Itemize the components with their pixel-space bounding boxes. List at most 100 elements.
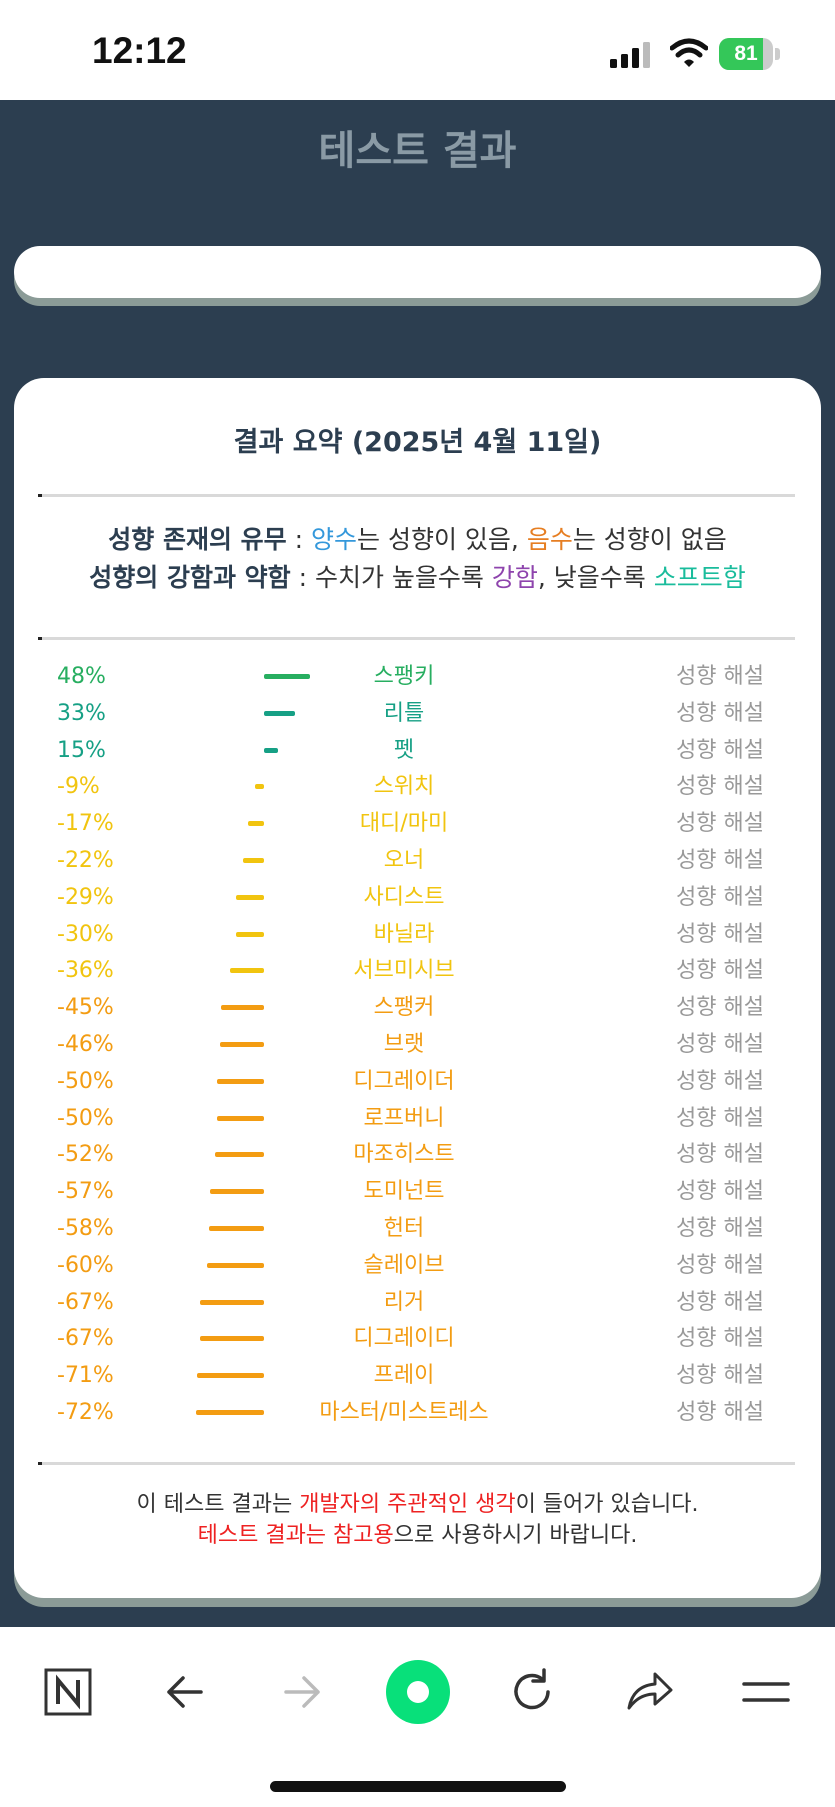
trait-name[interactable]: 사디스트: [363, 884, 445, 910]
percentage-bar: [221, 1005, 264, 1011]
trait-explanation-link[interactable]: 성향 해설: [676, 1400, 764, 1425]
result-row: -72% 마스터/미스트레스 성향 해설: [14, 1394, 821, 1431]
trait-name[interactable]: 슬레이브: [363, 1252, 445, 1278]
percentage-bar: [207, 1262, 264, 1268]
trait-name[interactable]: 브랫: [383, 1032, 425, 1057]
refresh-icon[interactable]: [502, 1662, 562, 1722]
back-arrow-icon[interactable]: [155, 1662, 215, 1722]
trait-explanation-link[interactable]: 성향 해설: [676, 1326, 764, 1352]
percentage-bar: [196, 1373, 264, 1379]
trait-name[interactable]: 서브미시브: [353, 958, 455, 984]
percentage: -45%: [57, 995, 114, 1021]
trait-name[interactable]: 대디/마미: [359, 811, 449, 837]
percentage: -57%: [57, 1179, 114, 1205]
divider: [38, 494, 795, 497]
percentage-bar: [243, 858, 264, 863]
trait-name[interactable]: 리틀: [383, 700, 425, 726]
trait-name[interactable]: 리거: [383, 1289, 425, 1315]
result-row: -30% 바닐라 성향 해설: [14, 916, 821, 953]
trait-explanation-link[interactable]: 성향 해설: [676, 664, 764, 689]
trait-explanation-link[interactable]: 성향 해설: [676, 811, 764, 837]
cellular-signal-icon: [610, 42, 650, 68]
trait-explanation-link[interactable]: 성향 해설: [676, 1179, 764, 1205]
trait-explanation-link[interactable]: 성향 해설: [676, 1252, 764, 1278]
percentage-bar: [209, 1189, 264, 1195]
divider: [38, 1462, 795, 1465]
clock: 12:12: [92, 30, 187, 71]
trait-explanation-link[interactable]: 성향 해설: [676, 1363, 764, 1389]
page-title: 테스트 결과: [318, 128, 517, 174]
trait-name[interactable]: 오너: [383, 848, 425, 873]
trait-explanation-link[interactable]: 성향 해설: [676, 921, 764, 947]
percentage: -36%: [57, 958, 114, 984]
percentage-bar: [264, 710, 296, 716]
trait-name[interactable]: 스팽키: [373, 664, 435, 689]
legend-line-2: 성향의 강함과 약함 : 수치가 높을수록 강함, 낮을수록 소프트함: [14, 559, 821, 597]
percentage: -46%: [57, 1032, 114, 1057]
trait-name[interactable]: 디그레이더: [353, 1068, 455, 1094]
result-row: -45% 스팽커 성향 해설: [14, 989, 821, 1026]
trait-explanation-link[interactable]: 성향 해설: [676, 848, 764, 873]
trait-explanation-link[interactable]: 성향 해설: [676, 737, 764, 763]
result-row: -67% 디그레이디 성향 해설: [14, 1320, 821, 1357]
legend-text: 는 성향이 없음: [572, 525, 727, 554]
battery-icon: 81: [719, 38, 781, 70]
legend: 성향 존재의 유무 : 양수는 성향이 있음, 음수는 성향이 없음 성향의 강…: [14, 521, 821, 597]
percentage: -72%: [57, 1400, 114, 1425]
percentage-bar: [214, 1152, 264, 1158]
trait-explanation-link[interactable]: 성향 해설: [676, 1068, 764, 1094]
percentage: -58%: [57, 1216, 114, 1241]
forward-arrow-icon[interactable]: [272, 1662, 332, 1722]
menu-icon[interactable]: [736, 1662, 796, 1722]
percentage-bar: [216, 1115, 264, 1121]
result-row: -36% 서브미시브 성향 해설: [14, 952, 821, 989]
trait-explanation-link[interactable]: 성향 해설: [676, 1105, 764, 1131]
percentage: -50%: [57, 1068, 114, 1094]
trait-name[interactable]: 펫: [393, 737, 415, 763]
result-row: -50% 디그레이더 성향 해설: [14, 1063, 821, 1100]
green-dot-icon[interactable]: [385, 1659, 451, 1725]
percentage: -30%: [57, 921, 114, 947]
trait-name[interactable]: 디그레이디: [353, 1326, 455, 1352]
percentage: -9%: [57, 774, 100, 800]
trait-name[interactable]: 스위치: [373, 774, 435, 800]
percentage-bar: [220, 1042, 264, 1047]
legend-text: , 낮을수록: [537, 563, 654, 592]
result-row: -46% 브랫 성향 해설: [14, 1026, 821, 1063]
percentage-bar: [229, 968, 264, 974]
trait-explanation-link[interactable]: 성향 해설: [676, 700, 764, 726]
trait-explanation-link[interactable]: 성향 해설: [676, 958, 764, 984]
trait-explanation-link[interactable]: 성향 해설: [676, 884, 764, 910]
legend-text: 는 성향이 있음,: [357, 525, 527, 554]
trait-name[interactable]: 헌터: [383, 1216, 425, 1241]
trait-explanation-link[interactable]: 성향 해설: [676, 1142, 764, 1168]
percentage-bar: [264, 674, 310, 679]
trait-name[interactable]: 로프버니: [363, 1105, 445, 1131]
share-icon[interactable]: [619, 1662, 679, 1722]
trait-name[interactable]: 프레이: [373, 1363, 435, 1389]
legend-line-1: 성향 존재의 유무 : 양수는 성향이 있음, 음수는 성향이 없음: [14, 521, 821, 559]
battery-level: 81: [734, 42, 758, 65]
trait-name[interactable]: 스팽커: [373, 995, 435, 1021]
trait-name[interactable]: 도미넌트: [363, 1179, 445, 1205]
result-row: -58% 헌터 성향 해설: [14, 1210, 821, 1247]
result-row: -9% 스위치 성향 해설: [14, 768, 821, 805]
disclaimer-text: 이 테스트 결과는: [136, 1492, 300, 1517]
trait-explanation-link[interactable]: 성향 해설: [676, 1216, 764, 1241]
trait-explanation-link[interactable]: 성향 해설: [676, 1289, 764, 1315]
result-row: 15% 펫 성향 해설: [14, 732, 821, 769]
home-indicator[interactable]: [270, 1781, 566, 1792]
disclaimer-emphasis: 테스트 결과는 참고용: [197, 1523, 394, 1548]
result-row: 48% 스팽키 성향 해설: [14, 658, 821, 695]
naver-n-icon[interactable]: [38, 1662, 98, 1722]
trait-name[interactable]: 마스터/미스트레스: [319, 1400, 489, 1425]
trait-name[interactable]: 바닐라: [373, 921, 435, 947]
trait-name[interactable]: 마조히스트: [353, 1142, 455, 1168]
trait-explanation-link[interactable]: 성향 해설: [676, 1032, 764, 1057]
result-row: -17% 대디/마미 성향 해설: [14, 805, 821, 842]
trait-explanation-link[interactable]: 성향 해설: [676, 995, 764, 1021]
disclaimer-text: 이 들어가 있습니다.: [515, 1492, 699, 1517]
percentage: -50%: [57, 1105, 114, 1131]
trait-explanation-link[interactable]: 성향 해설: [676, 774, 764, 800]
percentage-bar: [255, 784, 264, 790]
